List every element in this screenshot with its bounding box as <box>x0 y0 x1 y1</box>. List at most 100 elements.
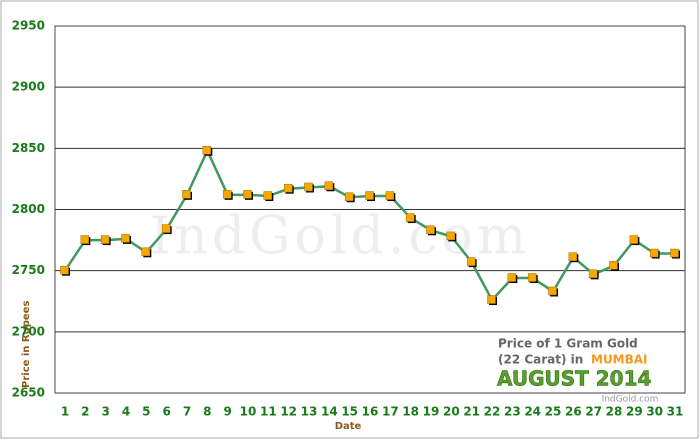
inset-month: AUGUST 2014 <box>497 367 651 391</box>
marker <box>609 261 619 271</box>
inset-site: IndGold.com <box>602 395 659 405</box>
marker <box>527 273 538 284</box>
x-tick-label: 16 <box>362 405 379 419</box>
marker-face <box>243 190 252 199</box>
marker <box>141 247 152 258</box>
plot-border <box>54 25 686 394</box>
x-tick-label: 5 <box>142 405 150 419</box>
marker-face <box>161 224 171 233</box>
x-tick-label: 12 <box>280 405 297 419</box>
marker-face <box>222 190 232 199</box>
marker <box>365 191 375 202</box>
marker <box>80 235 91 246</box>
marker-face <box>324 181 334 191</box>
x-tick-label: 9 <box>223 405 231 419</box>
x-tick-label: 15 <box>341 405 358 419</box>
marker <box>182 190 192 200</box>
x-tick-label: 13 <box>301 405 318 419</box>
inset-line: (22 Carat) in <box>498 353 583 367</box>
marker <box>222 190 233 200</box>
marker <box>629 235 640 246</box>
marker <box>405 213 416 224</box>
marker <box>304 182 314 193</box>
marker-face <box>121 234 130 243</box>
marker <box>263 191 274 202</box>
marker <box>487 295 497 306</box>
x-tick-label: 4 <box>122 405 130 419</box>
marker <box>507 273 518 284</box>
x-tick-label: 19 <box>423 405 440 419</box>
marker <box>568 252 579 263</box>
x-tick-label: 10 <box>240 405 257 419</box>
marker <box>548 286 558 297</box>
x-tick-label: 8 <box>203 405 211 419</box>
marker-face <box>365 191 374 200</box>
marker-face <box>588 269 598 279</box>
y-tick-label: 2700 <box>12 324 45 338</box>
x-tick-label: 30 <box>646 405 663 419</box>
marker <box>243 190 253 200</box>
marker <box>202 146 213 156</box>
marker-face <box>100 235 110 244</box>
marker-face <box>629 235 639 244</box>
marker-face <box>263 191 273 200</box>
inset-city: MUMBAI <box>591 353 648 367</box>
marker-face <box>507 273 517 282</box>
x-tick-label: 20 <box>443 405 460 419</box>
marker-face <box>466 257 476 266</box>
marker <box>324 181 335 192</box>
marker-face <box>344 192 354 202</box>
marker <box>649 248 660 259</box>
x-tick-label: 1 <box>61 405 69 419</box>
inset-line: Price of 1 Gram Gold <box>498 337 638 351</box>
x-tick-label: 2 <box>81 405 89 419</box>
marker-face <box>304 182 313 192</box>
y-tick-label: 2900 <box>12 80 45 94</box>
marker-face <box>283 183 293 193</box>
marker-face <box>385 191 395 200</box>
x-tick-label: 11 <box>260 405 277 419</box>
x-tick-label: 28 <box>606 405 623 419</box>
marker <box>426 225 436 236</box>
marker-face <box>182 190 191 199</box>
x-tick-label: 29 <box>626 405 643 419</box>
x-tick-label: 7 <box>183 405 191 419</box>
marker-face <box>426 225 435 235</box>
marker <box>121 234 131 244</box>
watermark: IndGold.com <box>150 207 530 267</box>
marker-face <box>548 286 557 296</box>
y-tick-label: 2800 <box>12 202 45 216</box>
marker-face <box>487 295 496 304</box>
y-tick-label: 2650 <box>12 386 45 400</box>
x-tick-label: 14 <box>321 405 338 419</box>
marker <box>344 192 355 203</box>
marker <box>588 269 599 280</box>
y-tick-label: 2750 <box>12 263 45 277</box>
marker-face <box>405 213 415 222</box>
marker-face <box>141 247 151 257</box>
x-tick-label: 25 <box>545 405 562 419</box>
x-tick-label: 26 <box>565 405 582 419</box>
marker-face <box>670 248 679 258</box>
y-tick-label: 2950 <box>12 19 45 33</box>
y-tick-label: 2850 <box>12 141 45 155</box>
marker-face <box>60 265 69 275</box>
x-tick-label: 3 <box>101 405 109 419</box>
x-tick-label: 21 <box>463 405 480 419</box>
y-axis-label: Price in Rupees <box>21 301 32 388</box>
marker-face <box>568 252 578 261</box>
x-tick-label: 6 <box>162 405 170 419</box>
marker-face <box>202 146 212 155</box>
marker-face <box>649 248 659 258</box>
marker <box>60 265 70 276</box>
marker <box>100 235 111 246</box>
marker-face <box>446 231 456 241</box>
marker-face <box>80 235 90 244</box>
marker <box>670 248 680 259</box>
x-tick-label: 27 <box>585 405 602 419</box>
x-tick-label: 23 <box>504 405 521 419</box>
marker <box>283 183 294 194</box>
inset: Price of 1 Gram Gold (22 Carat) in MUMBA… <box>497 337 659 405</box>
